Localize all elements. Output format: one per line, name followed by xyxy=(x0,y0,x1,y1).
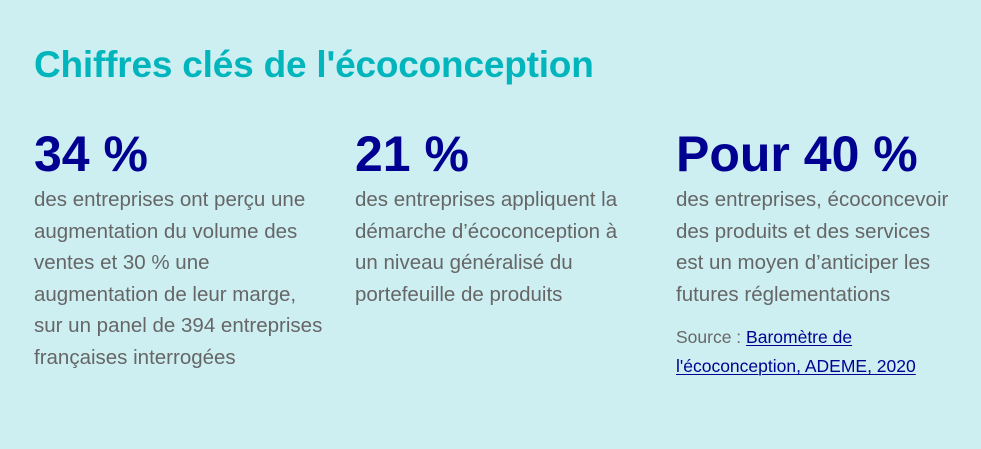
stat-description: des entreprises, écoconcevoir des produi… xyxy=(676,188,949,306)
stat-description: des entreprises ont perçu une augmentati… xyxy=(34,188,323,369)
stat-figure: Pour 40 % xyxy=(676,126,918,182)
source-label: Source : xyxy=(676,327,747,348)
stat-figure: 21 % xyxy=(355,126,469,182)
stat-card: 21 % des entreprises appliquent la démar… xyxy=(355,124,655,310)
stat-description: des entreprises appliquent la démarche d… xyxy=(355,188,618,306)
stat-figure: 34 % xyxy=(34,126,148,182)
section-title: Chiffres clés de l'écoconception xyxy=(34,44,594,85)
source-link[interactable]: Baromètre de l'écoconception, ADEME, 202… xyxy=(676,327,916,377)
stat-card: 34 % des entreprises ont perçu une augme… xyxy=(34,124,324,374)
stat-card: Pour 40 % des entreprises, écoconcevoir … xyxy=(676,124,976,381)
source-citation: Source : Baromètre de l'écoconception, A… xyxy=(676,323,966,381)
